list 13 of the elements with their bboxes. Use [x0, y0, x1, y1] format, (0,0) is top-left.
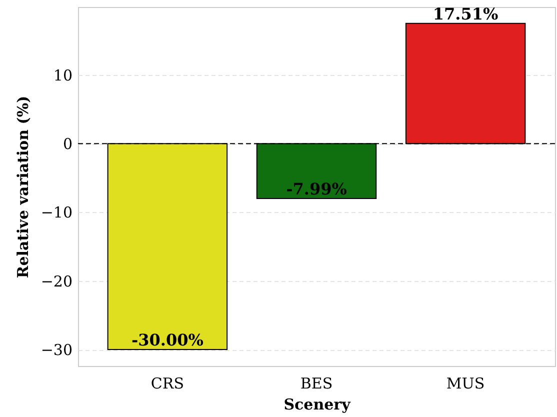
y-tick-label: 10 — [53, 66, 72, 84]
data-label: -30.00% — [131, 330, 204, 350]
y-tick-label: −30 — [40, 341, 72, 360]
data-label: 17.51% — [432, 4, 498, 24]
y-tick-label: −20 — [40, 272, 72, 290]
x-tick-label: BES — [300, 374, 333, 392]
x-tick-label: CRS — [150, 374, 184, 392]
y-tick-label: 0 — [62, 135, 72, 154]
y-axis-title: Relative variation (%) — [14, 96, 32, 278]
data-label: -7.99% — [286, 179, 347, 198]
x-axis-title: Scenery — [284, 396, 352, 414]
y-tick-label: −10 — [40, 204, 72, 222]
x-tick-label: MUS — [446, 374, 485, 392]
